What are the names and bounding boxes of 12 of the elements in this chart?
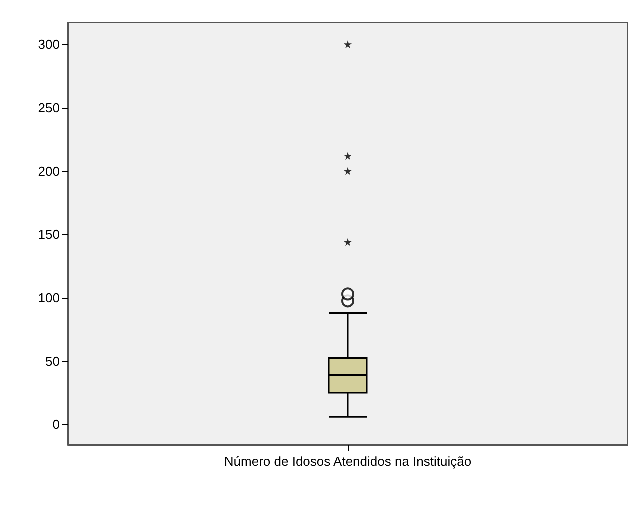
point <box>344 238 352 246</box>
y-tick-label: 150 <box>38 227 60 242</box>
y-tick-label: 250 <box>38 100 60 116</box>
point <box>344 40 352 49</box>
y-tick-label: 300 <box>38 37 60 52</box>
point <box>344 152 352 160</box>
y-tick-label: 100 <box>38 290 60 306</box>
x-tick-label: Número de Idosos Atendidos na Instituição <box>224 454 472 469</box>
y-tick-label: 0 <box>52 417 60 432</box>
point <box>344 167 352 176</box>
y-tick-label: 200 <box>38 164 60 179</box>
y-tick-label: 50 <box>46 354 60 369</box>
